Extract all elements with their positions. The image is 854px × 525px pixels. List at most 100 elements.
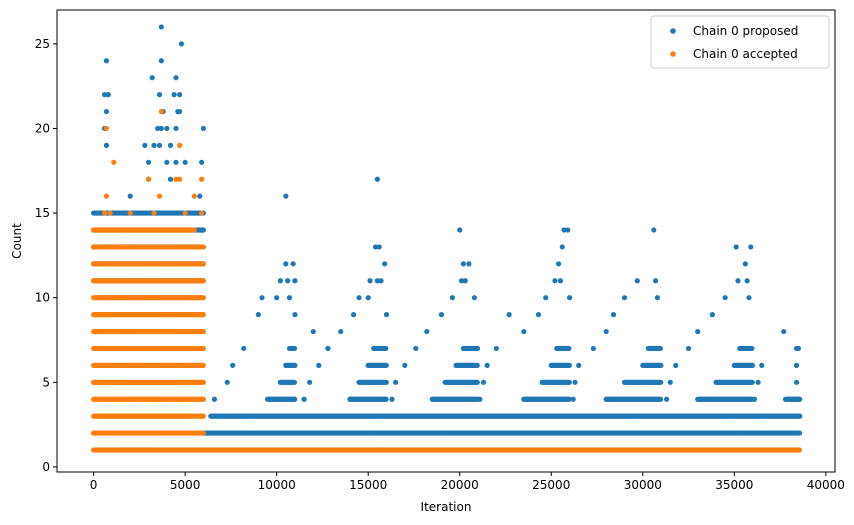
data-point [101,210,108,216]
data-point [290,261,296,267]
data-point [283,193,289,199]
data-point [127,193,133,199]
data-point [199,159,205,165]
x-tick-label: 0 [90,478,98,492]
data-point [173,159,179,165]
data-point [796,447,802,453]
points-layer [91,24,803,453]
data-point [383,396,389,402]
data-point [292,362,298,368]
data-point [182,159,188,165]
data-point [535,312,542,318]
data-point [735,278,741,284]
data-point [200,328,206,335]
data-point [158,125,164,132]
data-point [292,312,298,318]
data-point [663,396,670,402]
x-tick-label: 15000 [349,478,387,492]
data-point [748,244,754,250]
data-point [142,142,148,148]
data-point [383,312,390,318]
data-point [797,396,803,402]
data-point [199,176,205,182]
data-point [200,312,206,318]
data-point [156,92,163,98]
data-point [144,447,150,453]
data-point [521,328,527,335]
data-point [559,244,565,250]
data-point [480,379,487,385]
data-point [566,345,572,352]
data-point [200,295,206,301]
data-point [466,261,472,267]
data-point [658,379,664,385]
data-point [610,312,617,318]
data-point [474,379,480,385]
y-axis-label: Count [10,223,24,259]
data-point [255,312,261,318]
data-point [177,176,183,182]
x-tick-label: 35000 [715,478,753,492]
data-point [654,295,661,301]
data-point [462,278,468,284]
data-point [566,379,572,385]
data-point [241,345,247,352]
data-point [733,244,739,250]
data-point [460,261,466,267]
data-point [749,379,755,385]
data-point [543,295,549,301]
data-point [200,413,206,419]
data-point [389,396,395,402]
data-point [566,362,572,368]
data-point [292,278,298,284]
data-point [552,278,558,284]
data-point [374,176,380,182]
data-point [477,396,483,402]
data-point [274,295,280,301]
data-point [103,142,110,148]
data-point [155,125,161,132]
data-point [211,396,218,402]
data-point [746,295,752,301]
data-point [372,244,379,250]
data-point [310,328,316,335]
data-point [200,430,206,436]
data-point [457,227,463,233]
data-point [685,345,692,352]
data-point [182,210,188,216]
data-point [378,278,384,284]
data-point [103,108,110,115]
data-point [376,244,382,250]
data-point [603,328,609,335]
data-point [286,295,293,301]
data-point [744,278,750,284]
data-point [667,379,673,385]
data-point [200,125,207,132]
data-point [781,328,787,335]
data-point [382,261,388,267]
data-point [458,278,465,284]
data-point [191,193,197,199]
data-point [156,142,163,148]
data-point [200,345,206,352]
data-point [722,295,728,301]
data-point [197,193,203,199]
data-point [173,125,179,132]
data-point [325,345,331,352]
x-tick-label: 20000 [441,478,479,492]
data-point [673,362,679,368]
data-point [158,58,164,64]
data-point [449,295,456,301]
data-point [118,447,124,453]
data-point [307,379,313,385]
data-point [749,362,756,368]
data-point [657,345,663,352]
data-point [103,58,110,64]
data-point [178,41,185,47]
data-point [285,278,291,284]
data-point [103,125,110,132]
data-point [506,312,512,318]
x-tick-label: 25000 [532,478,570,492]
legend-label: Chain 0 accepted [693,47,798,61]
